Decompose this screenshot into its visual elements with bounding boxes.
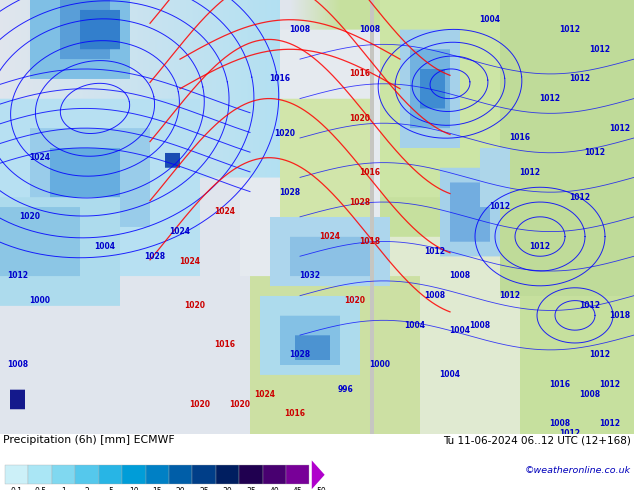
Text: 1012: 1012 [559, 429, 581, 438]
Text: 1018: 1018 [609, 311, 631, 320]
Text: 1012: 1012 [8, 271, 29, 280]
Text: 1012: 1012 [600, 380, 621, 389]
Text: 1024: 1024 [254, 390, 276, 399]
Text: 1016: 1016 [285, 410, 306, 418]
Bar [169, 465, 192, 484]
Text: 1016: 1016 [510, 133, 531, 143]
Text: 1008: 1008 [8, 360, 29, 369]
Text: 1020: 1020 [275, 128, 295, 138]
Text: 1024: 1024 [214, 207, 235, 217]
Text: 1008: 1008 [290, 25, 311, 34]
Text: 1032: 1032 [299, 271, 321, 280]
Text: 1012: 1012 [590, 350, 611, 359]
Text: 1024: 1024 [179, 257, 200, 266]
Text: 1004: 1004 [439, 370, 460, 379]
Text: 35: 35 [246, 487, 256, 490]
Text: 40: 40 [269, 487, 279, 490]
Text: 1012: 1012 [529, 242, 550, 251]
Text: 1016: 1016 [269, 74, 290, 83]
Text: 1028: 1028 [349, 197, 370, 207]
Text: 1028: 1028 [290, 350, 311, 359]
Text: 45: 45 [293, 487, 302, 490]
Text: 1000: 1000 [370, 360, 391, 369]
Text: 1020: 1020 [344, 296, 365, 305]
Bar [75, 465, 99, 484]
Text: 1020: 1020 [349, 114, 370, 123]
Bar [146, 465, 169, 484]
Text: 1012: 1012 [600, 419, 621, 428]
Text: 1012: 1012 [500, 291, 521, 300]
Text: 50: 50 [316, 487, 326, 490]
Text: 1012: 1012 [590, 45, 611, 54]
Bar [239, 465, 262, 484]
Bar [262, 465, 286, 484]
Text: 1028: 1028 [145, 252, 165, 261]
Text: 1012: 1012 [540, 94, 560, 103]
Text: 0.5: 0.5 [34, 487, 46, 490]
Text: 1008: 1008 [424, 291, 446, 300]
Text: 1012: 1012 [569, 193, 590, 201]
Text: 1000: 1000 [30, 296, 51, 305]
Text: 1008: 1008 [579, 390, 600, 399]
Text: 2: 2 [85, 487, 89, 490]
Text: 1024: 1024 [30, 153, 51, 162]
Bar [29, 465, 52, 484]
Text: 20: 20 [176, 487, 186, 490]
Text: 1018: 1018 [359, 237, 380, 246]
Text: ©weatheronline.co.uk: ©weatheronline.co.uk [525, 466, 631, 475]
Bar [99, 465, 122, 484]
Text: 1020: 1020 [230, 399, 250, 409]
Text: 1020: 1020 [20, 212, 41, 221]
Text: 1012: 1012 [559, 25, 581, 34]
Text: 1004: 1004 [404, 321, 425, 330]
Text: 30: 30 [223, 487, 233, 490]
Text: 1020: 1020 [184, 301, 205, 310]
Bar [52, 465, 75, 484]
Text: 1004: 1004 [450, 326, 470, 335]
Text: 1028: 1028 [280, 188, 301, 196]
Bar [122, 465, 146, 484]
Text: 1004: 1004 [479, 15, 500, 24]
Text: 1012: 1012 [425, 247, 446, 256]
Text: 1016: 1016 [349, 70, 370, 78]
Text: 1012: 1012 [579, 301, 600, 310]
Text: Precipitation (6h) [mm] ECMWF: Precipitation (6h) [mm] ECMWF [3, 435, 175, 445]
Text: 1004: 1004 [94, 242, 115, 251]
Bar [286, 465, 309, 484]
Bar [5, 465, 29, 484]
Text: 1008: 1008 [550, 419, 571, 428]
Text: 10: 10 [129, 487, 139, 490]
Text: 1008: 1008 [450, 271, 470, 280]
Text: 15: 15 [152, 487, 162, 490]
Text: 996: 996 [337, 385, 353, 394]
Text: 1016: 1016 [359, 168, 380, 177]
Text: 1012: 1012 [585, 148, 605, 157]
Text: 0.1: 0.1 [11, 487, 23, 490]
Text: 1016: 1016 [214, 341, 235, 349]
Text: 1012: 1012 [609, 123, 630, 133]
Bar [216, 465, 239, 484]
Text: 1020: 1020 [190, 399, 210, 409]
FancyArrow shape [312, 461, 325, 489]
Text: Tu 11-06-2024 06..12 UTC (12+168): Tu 11-06-2024 06..12 UTC (12+168) [443, 435, 631, 445]
Text: 25: 25 [199, 487, 209, 490]
Text: 1012: 1012 [519, 168, 541, 177]
Text: 1024: 1024 [169, 227, 190, 236]
Text: 1016: 1016 [550, 380, 571, 389]
Text: 1008: 1008 [359, 25, 380, 34]
Text: 1012: 1012 [569, 74, 590, 83]
Text: 1: 1 [61, 487, 66, 490]
Text: 1024: 1024 [320, 232, 340, 241]
Bar [192, 465, 216, 484]
Text: 1008: 1008 [469, 321, 491, 330]
Text: 5: 5 [108, 487, 113, 490]
Text: 1012: 1012 [489, 202, 510, 212]
